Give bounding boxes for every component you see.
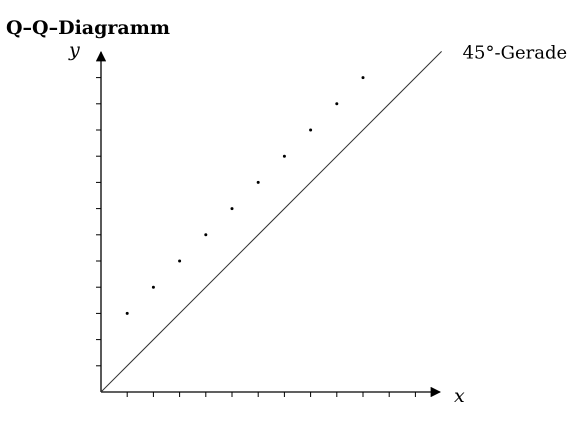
y-axis-label: y <box>68 39 80 61</box>
data-point-10 <box>361 76 365 80</box>
y-ticks <box>96 77 101 367</box>
axes <box>95 50 442 398</box>
data-point-4 <box>204 233 208 237</box>
data-point-2 <box>151 285 155 289</box>
x-axis-label: x <box>454 385 465 407</box>
chart-title: Q–Q–Diagramm <box>6 17 170 39</box>
data-point-3 <box>178 259 182 263</box>
x-ticks <box>126 392 416 397</box>
data-point-1 <box>125 311 129 315</box>
data-point-6 <box>256 180 260 184</box>
data-points <box>125 76 365 315</box>
data-point-5 <box>230 207 234 211</box>
data-point-9 <box>335 102 339 106</box>
reference-line-45-degree <box>100 51 442 393</box>
reference-line-label: 45°-Gerade <box>463 42 568 63</box>
data-point-8 <box>309 128 313 132</box>
data-point-7 <box>282 154 286 158</box>
